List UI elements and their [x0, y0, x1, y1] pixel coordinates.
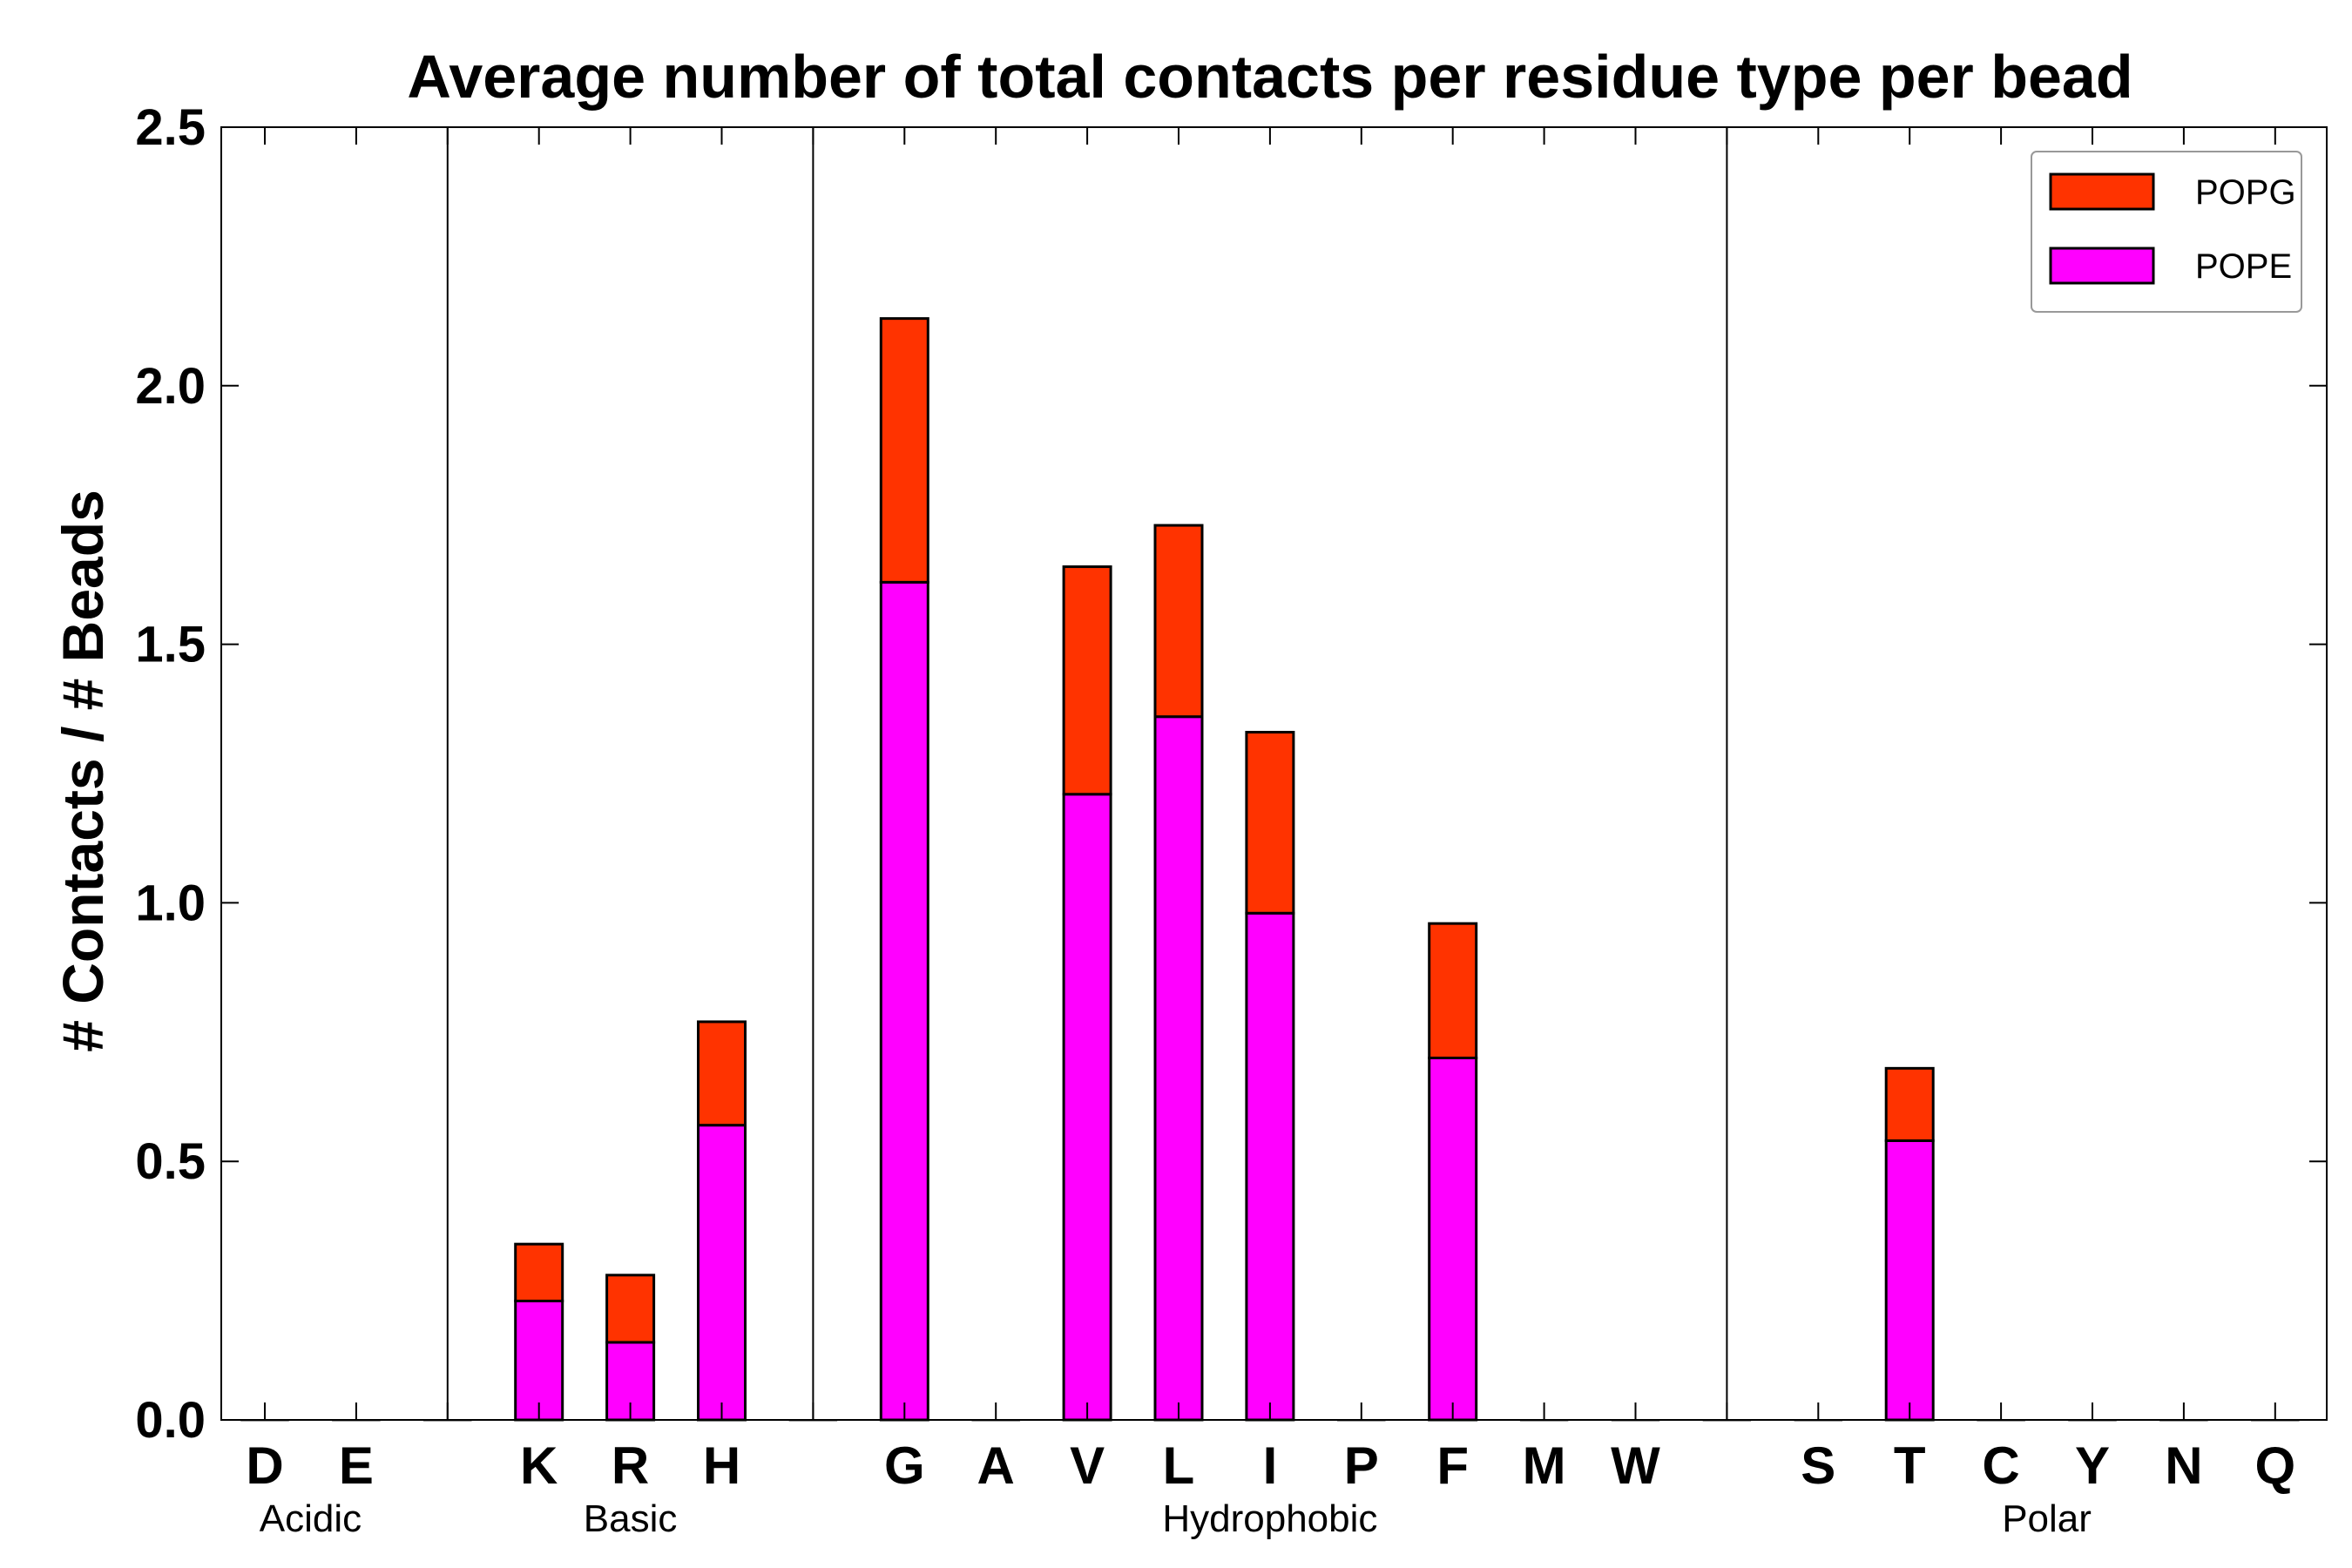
y-tick-label: 0.0 — [135, 1392, 206, 1449]
bar-I-pope — [1245, 911, 1295, 1422]
plot-frame — [220, 126, 2328, 1421]
bar-G-pope — [879, 580, 929, 1422]
x-tick-label-Y: Y — [2075, 1436, 2110, 1495]
bar-F-pope — [1428, 1056, 1478, 1422]
x-tick-label-G: G — [884, 1436, 925, 1495]
bar-G-popg — [879, 317, 929, 584]
x-tick-label-F: F — [1436, 1436, 1469, 1495]
bar-T-pope — [1884, 1139, 1935, 1422]
bar-H-pope — [697, 1124, 747, 1422]
bar-H-popg — [697, 1020, 747, 1127]
bar-V-popg — [1062, 565, 1112, 796]
x-tick-label-E: E — [339, 1436, 374, 1495]
bar-L-pope — [1153, 715, 1204, 1422]
x-tick-label-D: D — [246, 1436, 283, 1495]
x-tick-label-M: M — [1523, 1436, 1566, 1495]
x-tick-label-C: C — [1982, 1436, 2019, 1495]
chart-title: Average number of total contacts per res… — [407, 43, 2132, 111]
x-tick-label-N: N — [2165, 1436, 2202, 1495]
y-tick-label: 0.5 — [135, 1133, 206, 1190]
bar-I-popg — [1245, 731, 1295, 915]
x-tick-label-S: S — [1801, 1436, 1835, 1495]
y-tick-label: 2.0 — [135, 358, 206, 415]
bar-K-popg — [514, 1242, 564, 1302]
x-tick-label-V: V — [1070, 1436, 1105, 1495]
bar-F-popg — [1428, 922, 1478, 1059]
y-tick-label: 2.5 — [135, 99, 206, 156]
legend: POPG POPE — [2031, 151, 2302, 313]
x-tick-label-W: W — [1611, 1436, 1660, 1495]
x-tick-label-I: I — [1263, 1436, 1278, 1495]
x-tick-label-P: P — [1344, 1436, 1379, 1495]
legend-label-popg: POPG — [2195, 173, 2296, 212]
legend-label-pope: POPE — [2195, 247, 2292, 286]
y-tick-label: 1.5 — [135, 617, 206, 673]
group-label-hydrophobic: Hydrophobic — [1162, 1497, 1377, 1540]
bar-V-pope — [1062, 793, 1112, 1422]
x-tick-label-H: H — [703, 1436, 740, 1495]
group-labels: Acidic Basic Hydrophobic Polar — [260, 1497, 2092, 1540]
x-tick-label-K: K — [520, 1436, 558, 1495]
x-tick-label-T: T — [1894, 1436, 1926, 1495]
axis-ticks — [221, 126, 2327, 1421]
bars — [240, 317, 2300, 1422]
y-axis-label: # Contacts / # Beads — [51, 490, 115, 1052]
y-tick-labels: 0.0 0.5 1.0 1.5 2.0 2.5 — [135, 99, 206, 1449]
group-separators — [446, 127, 1728, 1420]
group-label-basic: Basic — [584, 1497, 678, 1540]
group-label-acidic: Acidic — [260, 1497, 362, 1540]
bar-R-popg — [605, 1274, 656, 1344]
legend-swatch-pope — [2049, 247, 2155, 285]
group-label-polar: Polar — [2002, 1497, 2092, 1540]
x-tick-label-A: A — [977, 1436, 1015, 1495]
bar-T-popg — [1884, 1066, 1935, 1142]
legend-swatch-popg — [2049, 172, 2155, 211]
bar-L-popg — [1153, 524, 1204, 719]
x-tick-label-L: L — [1163, 1436, 1195, 1495]
bar-K-pope — [514, 1299, 564, 1422]
x-tick-label-R: R — [612, 1436, 649, 1495]
y-tick-label: 1.0 — [135, 875, 206, 931]
x-tick-label-Q: Q — [2254, 1436, 2295, 1495]
